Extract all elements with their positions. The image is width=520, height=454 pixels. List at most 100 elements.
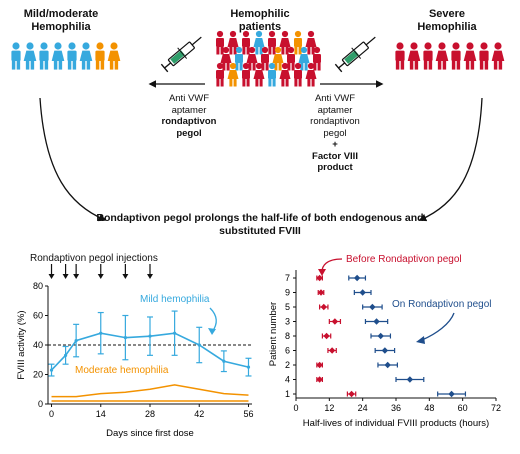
on-point [359, 289, 366, 296]
mild-point [99, 331, 103, 335]
person-male-icon [313, 46, 321, 71]
x-tick-label: 56 [243, 409, 253, 419]
x-tick-label: 48 [424, 403, 434, 413]
person-female-icon [246, 46, 258, 71]
patient-label: 8 [285, 331, 290, 341]
mild-point [222, 359, 226, 363]
left-treatment-line4: pegol [176, 127, 202, 139]
before-label-arrowhead [318, 269, 326, 276]
on-point [373, 318, 380, 325]
mild-point [173, 331, 177, 335]
person-female-icon [272, 46, 284, 71]
x-tick-label: 42 [194, 409, 204, 419]
on-point [384, 361, 391, 369]
person-female-icon [305, 62, 317, 87]
patient-label: 2 [285, 360, 290, 370]
left-treatment-line2: aptamer [171, 104, 207, 116]
left-treatment-label: Anti VWF aptamer rondaptivon pegol [150, 93, 228, 139]
person-female-icon [491, 42, 505, 70]
x-tick-label: 36 [391, 403, 401, 413]
right-treatment-line5: Factor VIII [312, 150, 358, 162]
on-point [377, 332, 384, 340]
person-male-icon [268, 30, 276, 55]
on-label: On Rondaptivon pegol [392, 299, 492, 310]
person-female-icon [298, 46, 310, 71]
person-female-icon [305, 30, 317, 55]
right-treatment-line4: pegol [323, 127, 347, 139]
before-point [348, 390, 355, 398]
severe-hemophilia-title: Severe Hemophilia [417, 8, 477, 33]
syringe-left-icon [160, 36, 202, 73]
y-tick-label: 80 [33, 281, 43, 291]
injection-arrowhead [73, 274, 80, 279]
person-female-icon [220, 46, 232, 71]
person-female-icon [51, 42, 65, 70]
person-male-icon [287, 46, 295, 71]
x-tick-label: 60 [458, 403, 468, 413]
person-male-icon [235, 46, 243, 71]
on-point [369, 303, 376, 311]
person-male-icon [95, 42, 105, 70]
right-treatment-line6: product [317, 162, 353, 173]
mild-point [148, 334, 152, 338]
y-axis-label: Patient number [268, 302, 279, 366]
person-male-icon [479, 42, 489, 70]
x-axis-label: Half-lives of individual FVIII products … [303, 418, 489, 429]
severe-hemophilia-people [395, 42, 505, 70]
person-male-icon [261, 46, 269, 71]
x-tick-label: 72 [491, 403, 501, 413]
before-label: Before Rondaptivon pegol [346, 254, 462, 265]
left-treatment-line1: Anti VWF [168, 93, 210, 104]
mild-label-arrowhead [208, 328, 216, 335]
patient-label: 1 [285, 389, 290, 399]
person-male-icon [11, 42, 21, 70]
syringe-right-icon [334, 36, 376, 73]
curved-arrow-left [39, 97, 107, 222]
x-tick-label: 24 [358, 403, 368, 413]
person-male-icon [294, 62, 302, 87]
moderate-hemophilia-label: Moderate hemophilia [75, 365, 169, 376]
mild-hemophilia-label: Mild hemophilia [140, 294, 210, 305]
injections-annotation: Rondaptivon pegol injections [30, 253, 158, 264]
hemophilic-patients-people [216, 30, 321, 87]
y-tick-label: 0 [38, 399, 43, 409]
conclusion-text: Rondaptivon pegol prolongs the half-life… [96, 212, 424, 237]
on-point [353, 274, 361, 282]
mild-point [123, 336, 127, 340]
fviii-activity-chart: Rondaptivon pegol injections 0 20 40 60 80 0 14… [16, 253, 253, 439]
before-point [323, 332, 330, 340]
person-male-icon [216, 62, 224, 87]
mild-point [197, 343, 201, 347]
injection-arrowhead [48, 274, 55, 279]
x-tick-label: 0 [293, 403, 298, 413]
person-female-icon [23, 42, 37, 70]
hemophilic-patients-title: Hemophilic patients [230, 8, 290, 33]
x-tick-label: 28 [145, 409, 155, 419]
patient-label: 5 [285, 302, 290, 312]
right-treatment-label: Anti VWF aptamer rondaptivon pegol + Fac… [296, 93, 374, 174]
patient-label: 9 [285, 288, 290, 298]
before-point [331, 318, 339, 325]
person-male-icon [294, 30, 302, 55]
diagram-graphics [11, 30, 505, 222]
person-female-icon [227, 30, 239, 55]
person-female-icon [279, 30, 291, 55]
person-female-icon [463, 42, 477, 70]
injection-arrowhead [97, 274, 104, 279]
patient-label: 4 [285, 375, 290, 385]
before-point [317, 289, 325, 296]
person-female-icon [279, 62, 291, 87]
mild-point [63, 353, 68, 357]
right-treatment-line2: aptamer [317, 104, 353, 116]
mild-hemophilia-line [50, 332, 249, 371]
curved-arrow-right [418, 97, 483, 222]
mild-point [74, 338, 78, 343]
y-axis-label: FVIII activity (%) [16, 310, 27, 379]
before-point [328, 347, 336, 354]
person-male-icon [268, 62, 276, 87]
right-treatment-line1: Anti VWF [314, 93, 356, 104]
mild-moderate-title: Mild/moderate Hemophilia [23, 8, 99, 33]
person-male-icon [423, 42, 433, 70]
person-male-icon [242, 62, 250, 87]
